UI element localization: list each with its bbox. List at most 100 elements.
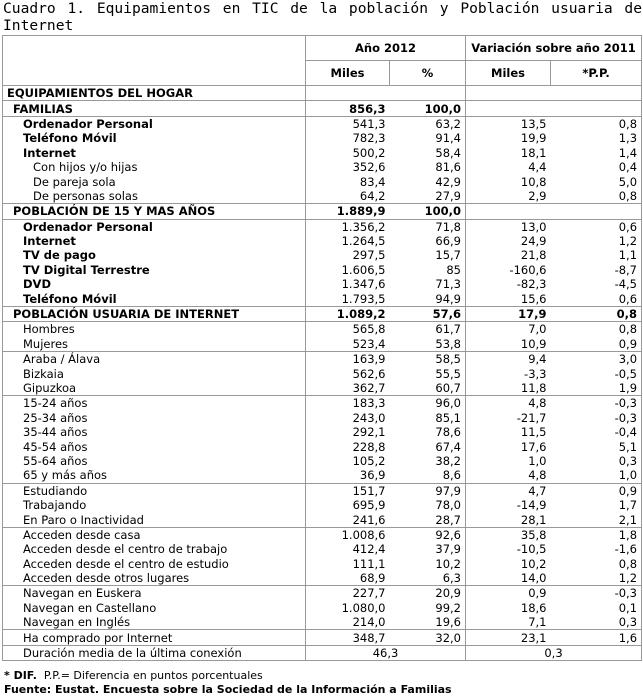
cell: 17,6 bbox=[465, 439, 551, 454]
cell: 1.080,0 bbox=[305, 600, 390, 616]
cell: 28,1 bbox=[465, 512, 551, 528]
header-cell bbox=[2, 60, 306, 86]
row-label: Internet bbox=[23, 145, 76, 160]
row-label: 55-64 años bbox=[23, 453, 88, 468]
note: * DIF. P.P.= Diferencia en puntos porcen… bbox=[4, 669, 452, 683]
cell: 1,0 bbox=[465, 453, 551, 469]
cell: 541,3 bbox=[305, 115, 390, 132]
cell: 83,4 bbox=[305, 174, 390, 189]
row-label: Con hijos y/o hijas bbox=[33, 160, 138, 175]
row-label: Trabajando bbox=[23, 498, 87, 513]
table-row: Ha comprado por Internet 348,7 32,0 23,1 1,6 bbox=[2, 629, 642, 646]
cell: 10,9 bbox=[465, 336, 551, 352]
cell: 23,1 bbox=[465, 629, 551, 646]
cell: 28,7 bbox=[435, 512, 461, 527]
table-row: 65 y más años 36,9 8,6 4,8 1,0 bbox=[3, 468, 642, 484]
table-row: De personas solas 64,2 27,9 2,9 0,8 bbox=[3, 188, 642, 204]
cell: 9,4 bbox=[465, 351, 551, 367]
cell bbox=[305, 85, 390, 101]
cell: 15,6 bbox=[465, 291, 551, 307]
cell: 523,4 bbox=[305, 336, 390, 352]
table-body: EQUIPAMIENTOS DEL HOGAR FAMILIAS 856,3 100,… bbox=[2, 85, 642, 661]
note-text: P.P.= Diferencia en puntos porcentuales bbox=[43, 669, 263, 682]
cell: 362,7 bbox=[305, 380, 390, 396]
table-row: POBLACIÓN DE 15 Y MAS AÑOS 1.889,9 100,0 bbox=[2, 203, 642, 220]
table-row: Navegan en Castellano 1.080,0 99,2 18,6 0,1 bbox=[3, 600, 642, 616]
cell: 0,6 bbox=[618, 291, 638, 306]
cell bbox=[550, 100, 642, 117]
cell: 1.793,5 bbox=[305, 291, 390, 307]
table-row: Navegan en Euskera 227,7 20,9 0,9 -0,3 bbox=[2, 585, 642, 601]
cell: 163,9 bbox=[305, 351, 390, 367]
row-label: Ordenador Personal bbox=[2, 218, 306, 234]
row-label: Navegan en Castellano bbox=[23, 600, 157, 615]
cell: 71,8 bbox=[389, 218, 466, 234]
cell: 297,5 bbox=[305, 248, 390, 263]
row-label: 65 y más años bbox=[23, 468, 108, 483]
table-row: Duración media de la última conexión 46,3… bbox=[2, 644, 642, 661]
cell: 500,2 bbox=[305, 145, 390, 160]
row-label: En Paro o Inactividad bbox=[23, 512, 144, 527]
row-label: Gipuzkoa bbox=[23, 381, 77, 395]
cell: 1.008,6 bbox=[305, 526, 390, 543]
row-label: Acceden desde otros lugares bbox=[23, 571, 190, 586]
cell: -0,3 bbox=[614, 410, 638, 425]
cell: 96,0 bbox=[389, 395, 466, 411]
row-label: EQUIPAMIENTOS DEL HOGAR bbox=[7, 86, 193, 101]
cell: 1,2 bbox=[618, 571, 638, 586]
cell: 38,2 bbox=[435, 453, 461, 468]
footer: * DIF. P.P.= Diferencia en puntos porcen… bbox=[4, 669, 452, 697]
row-label: Internet bbox=[23, 234, 76, 249]
table-row: 25-34 años 243,0 85,1 -21,7 -0,3 bbox=[3, 410, 642, 425]
cell: 14,0 bbox=[465, 570, 551, 586]
row-label: 45-54 años bbox=[23, 439, 88, 454]
cell: 214,0 bbox=[305, 615, 390, 630]
header-cell bbox=[2, 35, 306, 61]
table-row: Estudiando 151,7 97,9 4,7 0,9 bbox=[2, 482, 642, 498]
cell: 856,3 bbox=[305, 100, 390, 117]
cell: -21,7 bbox=[465, 410, 551, 425]
cell: 0,9 bbox=[465, 585, 551, 601]
cell: 85 bbox=[446, 262, 461, 277]
cell: 35,8 bbox=[465, 526, 551, 543]
cell: 11,5 bbox=[465, 424, 551, 440]
cell: 78,0 bbox=[435, 498, 461, 513]
cell: 0,3 bbox=[618, 615, 638, 630]
cell: 13,0 bbox=[465, 218, 551, 234]
row-label: Teléfono Móvil bbox=[23, 291, 117, 306]
cell: -0,4 bbox=[614, 425, 638, 440]
cell: 100,0 bbox=[389, 100, 466, 117]
row-label: De personas solas bbox=[33, 188, 138, 203]
cell: 8,6 bbox=[442, 468, 461, 483]
data-table: Año 2012 Variación sobre año 2011 Miles%… bbox=[2, 35, 643, 662]
table-row: 55-64 años 105,2 38,2 1,0 0,3 bbox=[3, 453, 642, 469]
cell: 11,8 bbox=[465, 380, 551, 396]
cell: 0,3 bbox=[618, 453, 638, 468]
cell: 7,0 bbox=[465, 321, 551, 337]
table-row: Ordenador Personal 541,3 63,2 13,5 0,8 bbox=[2, 115, 642, 132]
table-row: EQUIPAMIENTOS DEL HOGAR bbox=[3, 85, 642, 101]
cell: 0,8 bbox=[550, 321, 642, 337]
cell: 1,8 bbox=[550, 526, 642, 543]
cell: 0,8 bbox=[618, 188, 638, 203]
cell: 15,7 bbox=[435, 248, 461, 263]
cell: 71,3 bbox=[435, 277, 461, 292]
cell: -0,5 bbox=[614, 366, 638, 381]
cell: 1,1 bbox=[618, 248, 638, 263]
cell: 10,8 bbox=[465, 174, 551, 189]
cell: 292,1 bbox=[305, 424, 390, 440]
row-label: 15-24 años bbox=[2, 395, 306, 411]
cell: 13,5 bbox=[465, 115, 551, 132]
cell bbox=[390, 86, 466, 101]
cell: 57,6 bbox=[389, 305, 466, 322]
row-label: TV de pago bbox=[23, 248, 96, 263]
cell: 10,2 bbox=[465, 556, 551, 571]
cell: 42,9 bbox=[435, 174, 461, 189]
cell: 19,9 bbox=[465, 131, 551, 146]
cell: 227,7 bbox=[305, 585, 390, 601]
cell: 782,3 bbox=[305, 131, 390, 146]
cell: 99,2 bbox=[435, 600, 461, 615]
row-label: Hombres bbox=[2, 321, 306, 337]
header-column: *P.P. bbox=[549, 60, 643, 86]
cell: 78,6 bbox=[435, 425, 461, 440]
